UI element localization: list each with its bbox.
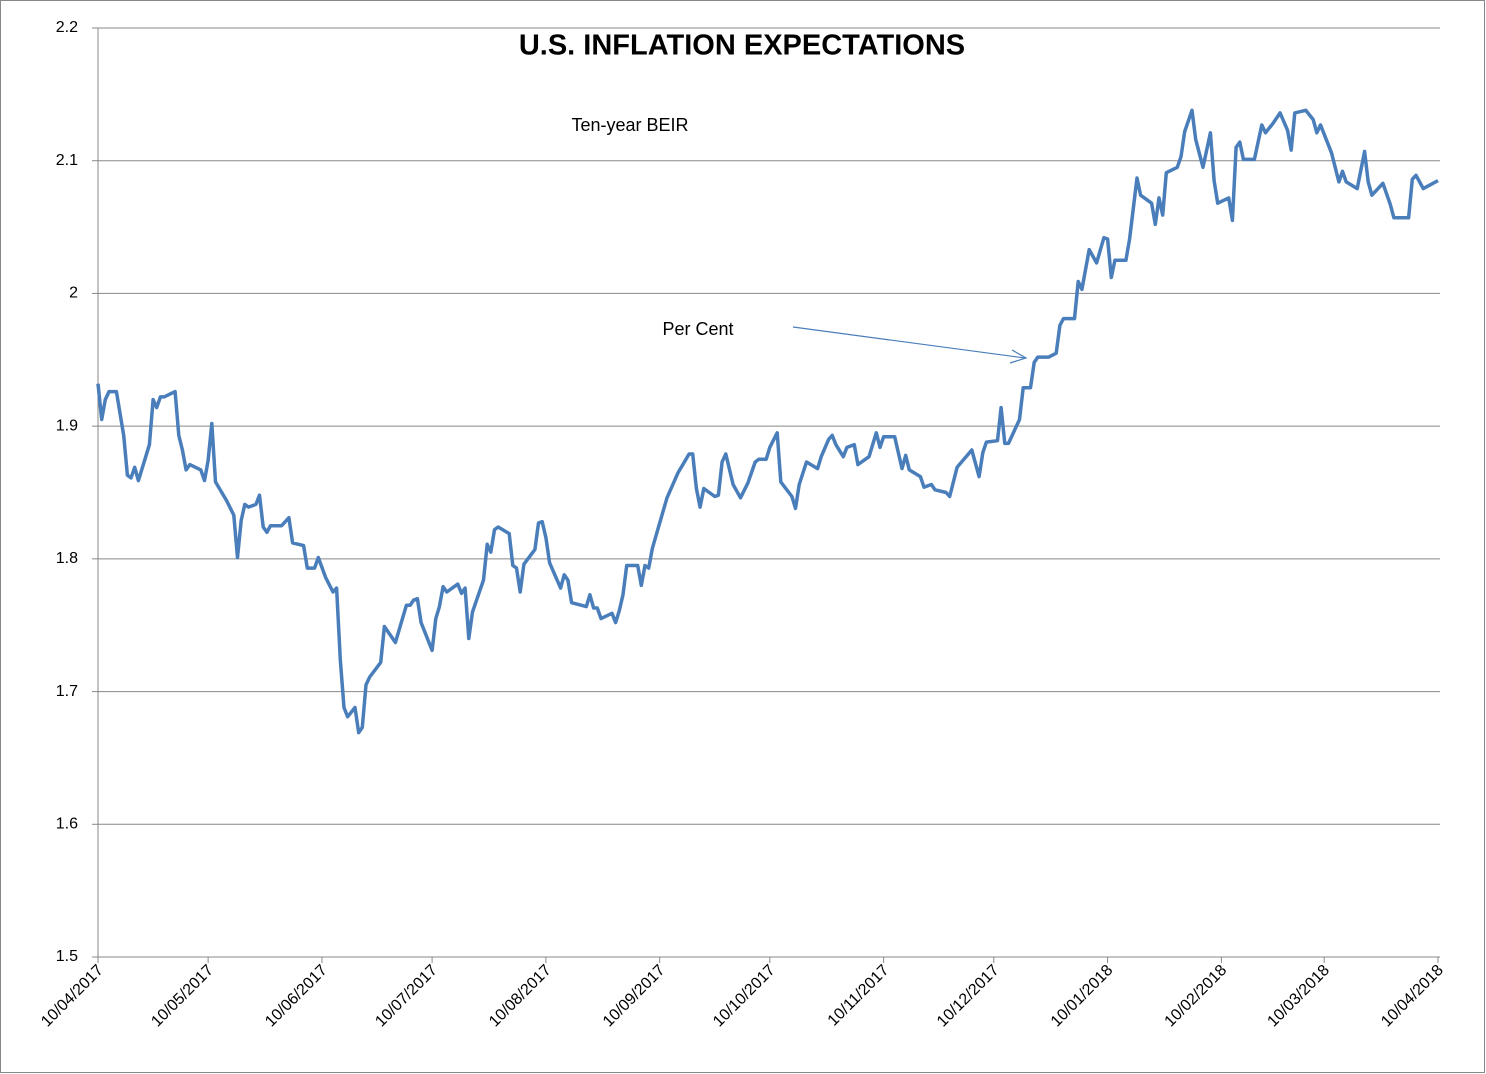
y-tick-label: 2.1	[56, 152, 78, 169]
y-tick-label: 1.6	[56, 816, 78, 833]
y-tick-label: 1.5	[56, 948, 78, 965]
data-line	[96, 108, 1439, 735]
annotation: Per Cent	[662, 319, 733, 339]
y-tick-label: 2	[69, 285, 78, 302]
chart-title: U.S. INFLATION EXPECTATIONS	[519, 30, 965, 62]
y-tick-label: 1.7	[56, 683, 78, 700]
y-tick-label: 1.8	[56, 550, 78, 567]
annotation: Ten-year BEIR	[571, 115, 688, 135]
annotation-arrow	[792, 326, 1028, 364]
y-tick-label: 1.9	[56, 417, 78, 434]
y-tick-label: 2.2	[56, 19, 78, 36]
